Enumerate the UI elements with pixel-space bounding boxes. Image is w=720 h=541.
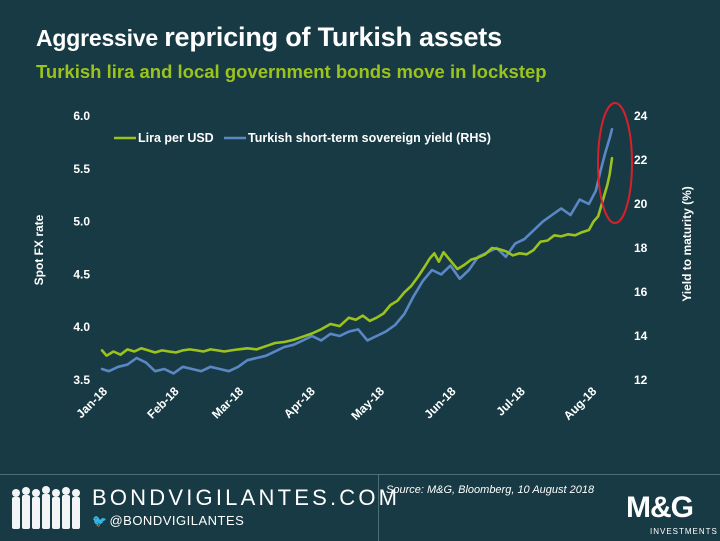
y2-tick-label: 20 [634,197,648,211]
chart-area: 6.0 5.5 5.0 4.5 4.0 3.5 24 22 20 18 16 14 12 Spot FX … [32,102,694,423]
chart-legend: Lira per USD Turkish short-term sovereign… [114,131,491,145]
y2-tick-label: 24 [634,109,648,123]
yield-series-line [100,127,614,375]
footer: BONDVIGILANTES.COM 🐦 @BONDVIGILANTES Sour… [0,474,720,541]
x-tick-label: Aug-18 [561,384,600,423]
y2-tick-label: 22 [634,153,648,167]
y-tick-label: 3.5 [73,373,90,387]
source-note: Source: M&G, Bloomberg, 10 August 2018 [386,484,595,496]
y-tick-label: 5.5 [73,162,90,176]
y2-tick-label: 18 [634,241,648,255]
y-tick-label: 6.0 [73,109,90,123]
x-tick-label: May-18 [348,384,387,423]
legend-label-lira: Lira per USD [138,131,214,145]
people-silhouette-icon [12,486,80,529]
x-tick-label: Jun-18 [421,384,458,421]
y-tick-label: 4.0 [73,320,90,334]
y2-axis-title: Yield to maturity (%) [680,186,694,302]
chart-title: Aggressive repricing of Turkish assets [36,22,502,52]
highlight-ellipse [597,102,633,224]
x-tick-label: Jul-18 [493,384,528,419]
twitter-handle-text: @BONDVIGILANTES [109,513,245,528]
y2-tick-label: 16 [634,285,648,299]
mg-logo: M&G INVESTMENTS [622,489,717,537]
logo-subtext: INVESTMENTS [650,527,718,536]
x-tick-label: Mar-18 [209,384,246,421]
logo-text: M&G [626,491,694,524]
chart-axes: 6.0 5.5 5.0 4.5 4.0 3.5 24 22 20 18 16 14 12 Spot FX … [32,109,694,423]
twitter-handle[interactable]: 🐦 @BONDVIGILANTES [92,513,244,528]
x-tick-label: Apr-18 [281,384,318,421]
brand-name[interactable]: BONDVIGILANTES.COM [92,485,401,510]
y-axis-title: Spot FX rate [32,214,46,285]
twitter-bird-icon: 🐦 [92,514,108,528]
y-tick-label: 4.5 [73,267,90,281]
lira-series-line [100,156,614,358]
x-tick-label: Jan-18 [73,384,110,421]
y2-tick-label: 14 [634,329,648,343]
chart-series [100,127,614,375]
y2-tick-label: 12 [634,373,648,387]
y-tick-label: 5.0 [73,215,90,229]
x-tick-label: Feb-18 [144,384,181,421]
chart-subtitle: Turkish lira and local government bonds … [36,61,547,82]
footer-divider [378,475,379,541]
legend-label-yield: Turkish short-term sovereign yield (RHS) [248,131,491,145]
